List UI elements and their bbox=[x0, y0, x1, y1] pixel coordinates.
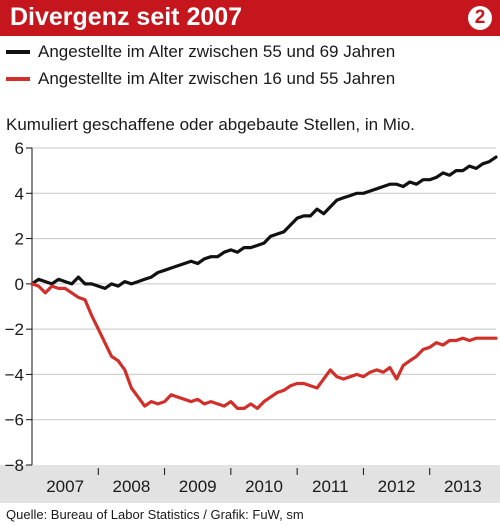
y-tick-label: −8 bbox=[5, 456, 24, 475]
y-tick-label: −2 bbox=[5, 320, 24, 339]
y-tick-label: 6 bbox=[15, 139, 24, 158]
line-chart: 6 4 2 0 −2 −4 −6 −8 2007 2008 2009 2010 2011 2012 2013 bbox=[0, 139, 500, 503]
legend-item-younger: Angestellte im Alter zwischen 16 und 55 … bbox=[6, 68, 395, 90]
chart-subtitle: Kumuliert geschaffene oder abgebaute Ste… bbox=[6, 115, 415, 134]
chart-title: Divergenz seit 2007 bbox=[10, 3, 243, 31]
x-axis-band bbox=[0, 465, 500, 503]
series-line-younger bbox=[30, 282, 498, 410]
title-bar: Divergenz seit 2007 2 bbox=[0, 0, 500, 36]
x-tick-label: 2013 bbox=[444, 477, 482, 496]
y-tick-label: 2 bbox=[15, 230, 24, 249]
y-tick-label: 4 bbox=[15, 184, 24, 203]
x-tick-label: 2008 bbox=[113, 477, 151, 496]
source-note: Quelle: Bureau of Labor Statistics / Gra… bbox=[6, 507, 304, 522]
x-tick-label: 2012 bbox=[378, 477, 416, 496]
legend-swatch-older bbox=[6, 50, 30, 54]
legend-label-older: Angestellte im Alter zwischen 55 und 69 … bbox=[38, 42, 396, 61]
x-tick-label: 2010 bbox=[245, 477, 283, 496]
series-line-older bbox=[30, 155, 498, 290]
x-tick-label: 2009 bbox=[179, 477, 217, 496]
legend-label-younger: Angestellte im Alter zwischen 16 und 55 … bbox=[38, 69, 396, 88]
y-tick-label: 0 bbox=[15, 275, 24, 294]
legend-item-older: Angestellte im Alter zwischen 55 und 69 … bbox=[6, 41, 395, 63]
y-tick-label: −4 bbox=[5, 365, 24, 384]
x-tick-label: 2011 bbox=[312, 477, 349, 496]
y-tick-label: −6 bbox=[5, 411, 24, 430]
legend-swatch-younger bbox=[6, 77, 30, 81]
x-tick-label: 2007 bbox=[46, 477, 84, 496]
figure-number-badge: 2 bbox=[468, 6, 492, 30]
